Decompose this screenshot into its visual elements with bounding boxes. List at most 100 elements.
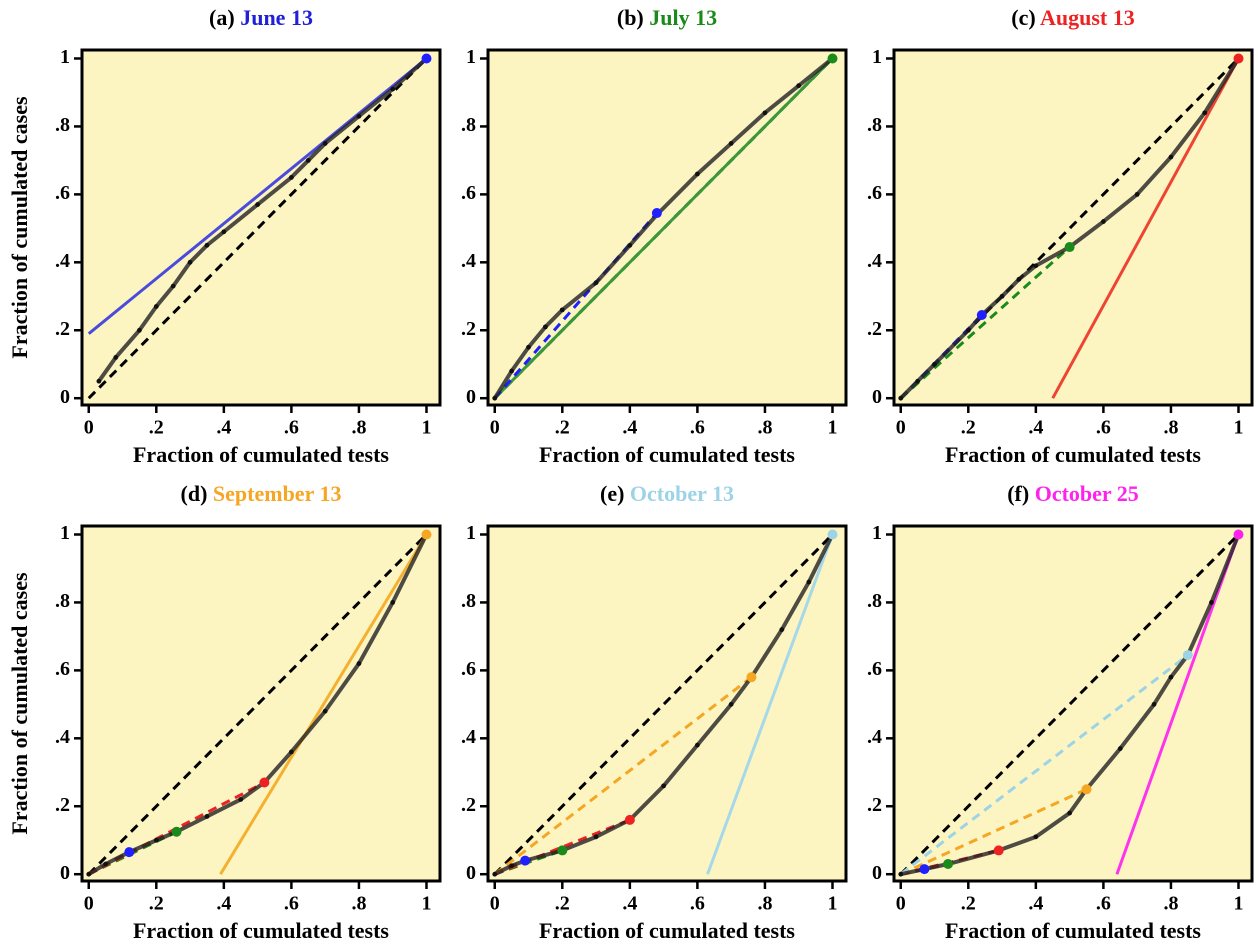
y-tick-label: 1 [60,46,70,68]
title-prefix: (d) [181,481,208,506]
x-axis-label: Fraction of cumulated tests [539,918,795,943]
title-date: October 13 [630,481,734,506]
curve-dot [1134,191,1140,197]
date-point [943,859,954,870]
panel: (d) September 13 0 .2 .4 .6 .8 1 0 .2 .4 .6 .8 1 Frac… [7,481,442,943]
plot-frame [486,524,848,883]
y-tick-label: 0 [60,386,70,408]
x-tick-label: .6 [690,893,705,915]
x-tick-label: .2 [555,417,570,439]
curve-dot [509,863,515,869]
dashed-line [87,57,428,400]
tangent-line [1051,57,1240,399]
curve-dot [1117,746,1123,751]
y-tick-label: .8 [867,114,882,136]
tangent-line [219,533,428,875]
x-tick-label: 0 [84,417,94,439]
x-tick-label: .6 [1096,417,1111,439]
y-tick-label: .4 [461,726,476,748]
y-tick-label: 0 [872,386,882,408]
curve-dot [509,368,515,374]
panel-title: (b) July 13 [617,5,717,30]
x-tick-label: .4 [622,893,637,915]
x-axis-label: Fraction of cumulated tests [133,442,389,467]
x-tick-label: 1 [827,893,837,915]
y-tick-label: 0 [466,386,476,408]
title-date: July 13 [649,5,717,30]
y-tick-label: .8 [867,590,882,612]
panel-title: (f) October 25 [1007,481,1139,506]
curve-dot [390,600,396,605]
panel: (f) October 25 0 .2 .4 .6 .8 1 0 .2 .4 .6 .8 1 Fracti… [867,481,1254,943]
y-tick-label: .6 [461,658,476,680]
y-axis-label: Fraction of cumulated cases [7,96,32,359]
curve-dot [593,834,599,840]
panel: (b) July 13 0 .2 .4 .6 .8 1 0 .2 .4 .6 .8 1 Fraction … [461,5,848,467]
dashed-line [899,653,1189,876]
curve-dot [728,701,734,707]
tangent-line [493,57,834,400]
date-point [976,309,987,320]
curve-dot [796,83,802,89]
title-prefix: (e) [600,481,624,506]
curve-dot [96,378,102,384]
date-point [1064,242,1075,253]
dashed-line [493,675,753,876]
curve-dot [356,113,362,119]
y-tick-label: .4 [461,250,476,272]
plot-background [894,526,1252,881]
x-axis-label: Fraction of cumulated tests [133,918,389,943]
x-tick-label: 1 [1233,893,1243,915]
plot-background [82,526,440,881]
x-tick-label: .8 [1163,417,1178,439]
dashed-line [899,245,1071,400]
plot-frame [892,48,1254,407]
x-tick-label: .4 [1028,417,1043,439]
date-point [1233,529,1244,540]
x-tick-label: 0 [84,893,94,915]
panel: (c) August 13 0 .2 .4 .6 .8 1 0 .2 .4 .6 .8 1 Fractio… [867,5,1254,467]
x-tick-label: 1 [827,417,837,439]
panel-title: (c) August 13 [1011,5,1134,30]
date-point [421,53,432,64]
date-point [124,847,135,858]
title-prefix: (f) [1007,481,1029,506]
x-tick-label: .6 [690,417,705,439]
dashed-line [494,818,631,876]
date-point [827,53,838,64]
curve-dot [627,242,633,248]
title-prefix: (c) [1011,5,1035,30]
y-tick-label: 0 [60,862,70,884]
x-tick-label: 0 [896,893,906,915]
curve-dot [322,708,328,714]
curve-dot [288,174,294,180]
date-point [1182,650,1193,661]
plot-frame [80,48,442,407]
date-point [1081,784,1092,795]
curve-dot [965,327,971,333]
x-tick-label: .8 [1163,893,1178,915]
x-tick-label: 0 [896,417,906,439]
curve-dot [113,355,119,360]
title-prefix: (b) [617,5,644,30]
y-tick-label: .2 [867,794,882,816]
curve-dot [932,361,937,367]
x-tick-label: .6 [284,417,299,439]
curve-dot [322,141,328,146]
title-date: October 25 [1035,481,1139,506]
curve-dot [204,242,210,248]
y-tick-label: .2 [867,318,882,340]
y-tick-label: 1 [466,522,476,544]
title-prefix: (a) [209,5,235,30]
plot-background [82,50,440,405]
date-point [520,855,531,866]
dashed-line [900,787,1088,876]
y-tick-label: .2 [55,794,70,816]
y-tick-label: .4 [867,250,882,272]
dashed-line [87,533,428,876]
dashed-line [899,533,1240,876]
curve-dot [526,344,531,350]
curve-dot [1209,600,1214,605]
date-point [993,845,1004,856]
curve-dot [694,171,700,177]
